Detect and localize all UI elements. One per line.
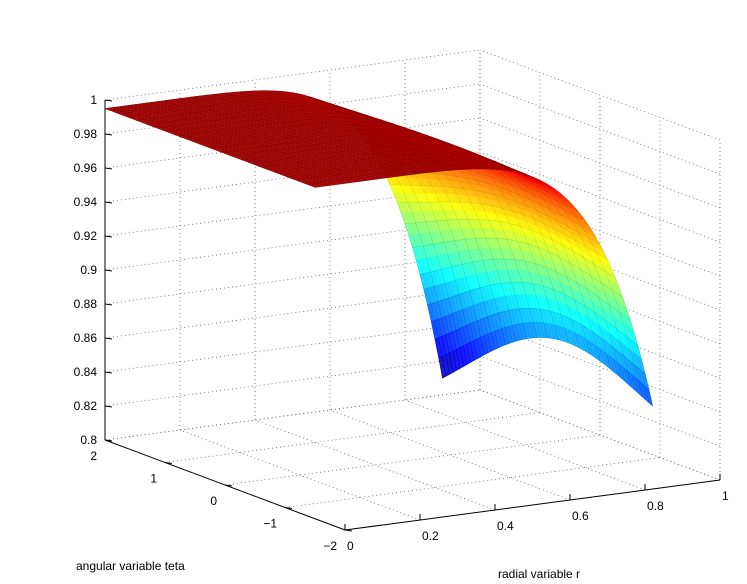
surface-mesh xyxy=(104,90,653,407)
grid-line-sidewall-z xyxy=(479,49,721,141)
grid-line-sidewall-z xyxy=(479,185,721,277)
grid-line-backwall-z xyxy=(104,355,481,407)
grid-line-floor-r xyxy=(329,409,571,501)
grid-line-sidewall-z xyxy=(479,355,721,447)
grid-line-floor-teta xyxy=(224,434,601,486)
grid-line-floor-r xyxy=(404,399,646,491)
grid-line-floor-r xyxy=(254,419,496,511)
grid-line-floor-r xyxy=(179,429,421,521)
grid-line-floor-teta xyxy=(284,457,661,508)
grid-line-backwall-z xyxy=(104,287,481,339)
grid-line-backwall-z xyxy=(104,389,481,441)
grid-line-backwall-z xyxy=(104,321,481,373)
grid-line-sidewall-z xyxy=(479,151,721,243)
grid-line-sidewall-z xyxy=(479,83,721,175)
grid-line-sidewall-z xyxy=(479,389,721,481)
grid-line-floor-teta xyxy=(164,412,541,463)
grid-line-sidewall-z xyxy=(479,321,721,413)
grid-line-sidewall-z xyxy=(479,117,721,209)
